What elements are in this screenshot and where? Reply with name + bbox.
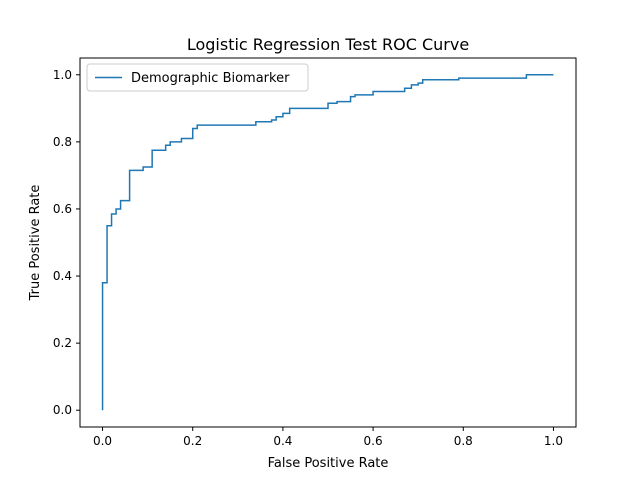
series-line-demographic-biomarker (101, 74, 554, 411)
x-tick-label: 0.2 (183, 434, 202, 448)
y-tick-label: 0.0 (53, 403, 72, 417)
y-tick-label: 0.8 (53, 135, 72, 149)
legend-box (86, 63, 309, 92)
x-tick-label: 0.4 (273, 434, 292, 448)
y-tick-label: 0.6 (53, 202, 72, 216)
x-axis-ticks: 0.0 0.2 0.4 0.6 0.8 1.0 (93, 427, 563, 448)
chart-title: Logistic Regression Test ROC Curve (187, 35, 469, 54)
x-tick-label: 0.6 (364, 434, 383, 448)
legend-label-demographic-biomarker: Demographic Biomarker (131, 71, 290, 86)
y-axis-ticks: 0.0 0.2 0.4 0.6 0.8 1.0 (53, 68, 80, 417)
y-tick-label: 0.2 (53, 336, 72, 350)
plot-frame (79, 57, 577, 428)
legend: Demographic Biomarker (86, 63, 309, 92)
x-tick-label: 1.0 (544, 434, 563, 448)
x-axis-label: False Positive Rate (268, 456, 389, 471)
x-tick-label: 0.8 (454, 434, 473, 448)
y-tick-label: 0.4 (53, 269, 72, 283)
y-tick-label: 1.0 (53, 68, 72, 82)
x-tick-label: 0.0 (93, 434, 112, 448)
y-axis-label: True Positive Rate (28, 185, 43, 302)
